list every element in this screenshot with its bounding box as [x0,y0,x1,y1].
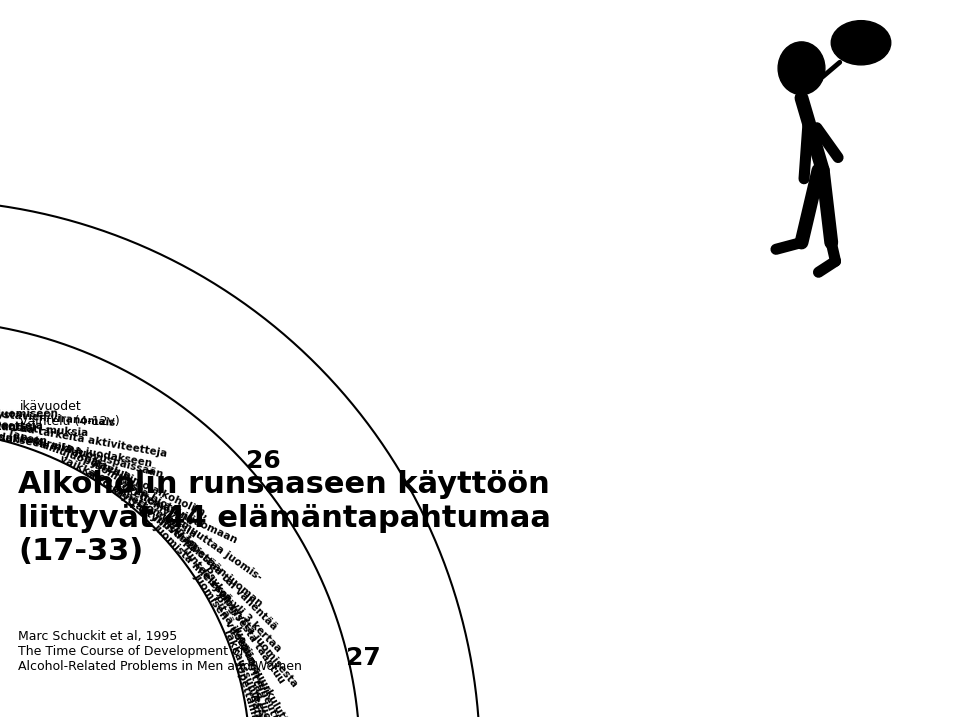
Text: Rattijuopumuspidätys: Rattijuopumuspidätys [247,695,281,717]
Text: Tuntee syyllisyyttä juomisesta: Tuntee syyllisyyttä juomisesta [179,544,300,690]
Text: Psykologisesta taantuu
juomisen vuoksi: Psykologisesta taantuu juomisen vuoksi [191,565,286,691]
Ellipse shape [779,42,825,95]
Text: Lyö juovuspäissään juoman: Lyö juovuspäissään juoman [134,498,264,609]
Text: Perheen/ystävien/viranomais
ten taholta vaati-muksia
Juomisen suhteen: Perheen/ystävien/viranomais ten taholta … [0,407,115,451]
Text: 28: 28 [356,716,392,717]
Text: Juominen aiheuttaa ongelmia
rakkaussuhteessa: Juominen aiheuttaa ongelmia rakkaussuhte… [221,624,309,717]
Text: 27: 27 [346,645,381,670]
Text: Yrittää juomisen vähentämistä/
lopettamista,muttei kykene: Yrittää juomisen vähentämistä/ lopettami… [233,658,308,717]
Text: Vain vähän ei-juomiseen
liittyviä aktiviteetteja: Vain vähän ei-juomiseen liittyviä aktivi… [0,409,59,433]
Ellipse shape [831,21,891,65]
Text: Vähentää tärkeitä aktiviteetteja
saadakseen aikaa juodakseen: Vähentää tärkeitä aktiviteetteja saadaks… [0,417,168,471]
Text: Marc Schuckit et al, 1995
The Time Course of Development of
Alcohol-Related Prob: Marc Schuckit et al, 1995 The Time Cours… [18,630,301,673]
Text: 26: 26 [246,450,280,473]
Text: Alkoholin runsaaseen käyttöön
liittyvät 44 elämäntapahtumaa
(17-33): Alkoholin runsaaseen käyttöön liittyvät … [18,470,551,566]
Text: Kyvyttömyys muuttaa juomis-
käyttäytymistään: Kyvyttömyys muuttaa juomis- käyttäytymis… [108,474,264,593]
Text: Halu lopettaa tai vähentää
juomista mielessä yli 3 kertaa: Halu lopettaa tai vähentää juomista miel… [152,513,292,654]
Text: Pakottava himo alkoholiin,
vaikka on kykenemätön juomaan: Pakottava himo alkoholiin, vaikka on kyk… [59,444,244,546]
Text: ikävuodet
vaihtelu (4-12v): ikävuodet vaihtelu (4-12v) [20,400,120,428]
Text: Tapaturmia juovuspäissään: Tapaturmia juovuspäissään [6,429,164,480]
Text: Pitää itseään suurkuluttajana: Pitää itseään suurkuluttajana [211,594,305,717]
Text: Aamujuopottelua: Aamujuopottelua [34,437,132,482]
Text: Juomisesta hjotuvia
auto-onnettomuuksia: Juomisesta hjotuvia auto-onnettomuuksia [84,458,204,540]
